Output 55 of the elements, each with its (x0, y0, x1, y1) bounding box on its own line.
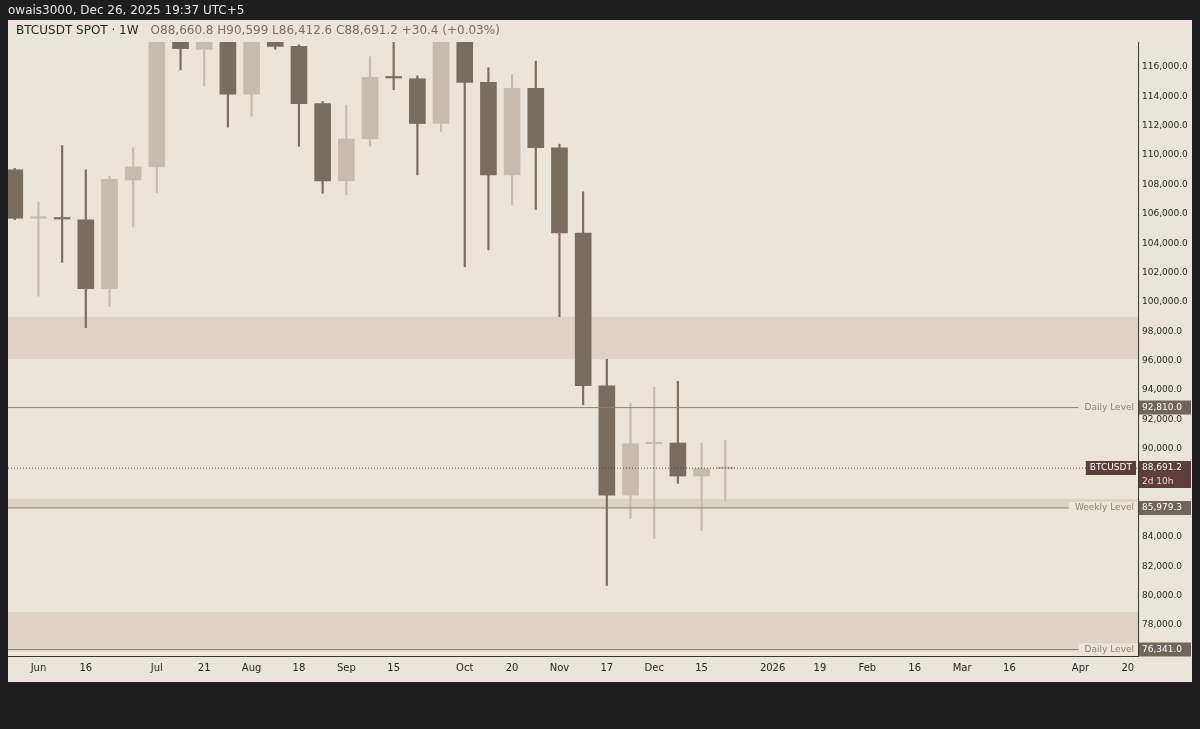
x-tick-label: 16 (1003, 661, 1016, 673)
candlestick (30, 201, 47, 297)
ref-line-label: BTCUSDT (1089, 462, 1133, 473)
y-tick-label: 94,000.0 (1142, 384, 1183, 395)
x-tick-label: 20 (1121, 661, 1135, 673)
ref-line-label: Daily Level (1084, 401, 1134, 412)
y-tick-label: 114,000.0 (1142, 90, 1189, 101)
x-tick-label: Nov (549, 661, 570, 673)
y-tick-label: 108,000.0 (1142, 178, 1189, 189)
y-tick-label: 104,000.0 (1142, 237, 1189, 248)
x-tick-label: Feb (858, 661, 877, 673)
x-tick-label: Jun (29, 661, 47, 673)
y-tick-label: 100,000.0 (1142, 296, 1189, 307)
y-tick-label: 102,000.0 (1142, 266, 1189, 277)
y-tick-label: 106,000.0 (1142, 208, 1189, 219)
y-tick-label: 96,000.0 (1142, 355, 1183, 366)
x-tick-label: 20 (505, 661, 519, 673)
x-tick-label: 15 (387, 661, 401, 673)
chart-subtitle: O88,660.8 H90,599 L86,412.6 C88,691.2 +30.4 (+0.03%) (150, 23, 500, 38)
x-tick-label: 15 (695, 661, 708, 673)
y-tick-label: 116,000.0 (1142, 61, 1189, 72)
y-tick-label: 90,000.0 (1142, 443, 1183, 454)
y-tick-label: 84,000.0 (1142, 531, 1183, 542)
x-tick-label: Dec (644, 661, 664, 673)
y-tick-label: 88,691.2 (1142, 462, 1183, 473)
x-tick-label: Mar (952, 661, 973, 673)
x-tick-label: 16 (79, 661, 93, 673)
x-tick-label: 2026 (759, 661, 786, 673)
x-tick-label: Aug (241, 661, 262, 673)
candlestick (172, 42, 189, 71)
y-tick-label: 80,000.0 (1142, 590, 1183, 601)
ref-line-label: Daily Level (1084, 643, 1134, 654)
y-tick-label: 85,979.3 (1142, 502, 1183, 513)
y-tick-label: 76,341.0 (1142, 643, 1183, 654)
x-tick-label: 16 (908, 661, 922, 673)
x-tick-label: Jul (149, 661, 163, 673)
text: owais3000, Dec 26, 2025 19:37 UTC+5 (8, 3, 245, 17)
y-tick-label: 82,000.0 (1142, 560, 1183, 571)
y-tick-label: 92,000.0 (1142, 413, 1183, 424)
y-tick-label: 110,000.0 (1142, 149, 1189, 160)
candlestick (693, 442, 710, 531)
x-tick-label: Sep (336, 661, 356, 673)
ref-line-label: Weekly Level (1074, 502, 1134, 513)
x-tick-label: 21 (197, 661, 211, 673)
x-tick-label: Apr (1071, 661, 1091, 673)
y-tick-label: 78,000.0 (1142, 619, 1183, 630)
text: 2d 10h (1142, 475, 1174, 486)
x-tick-label: Oct (456, 661, 474, 673)
y-tick-label: 98,000.0 (1142, 325, 1183, 336)
x-tick-label: 18 (292, 661, 306, 673)
y-tick-label: 112,000.0 (1142, 120, 1189, 131)
chart-title: BTCUSDT SPOT · 1W (16, 23, 139, 38)
y-tick-label: 92,810.0 (1142, 401, 1183, 412)
x-tick-label: 17 (600, 661, 614, 673)
x-tick-label: 19 (813, 661, 827, 673)
